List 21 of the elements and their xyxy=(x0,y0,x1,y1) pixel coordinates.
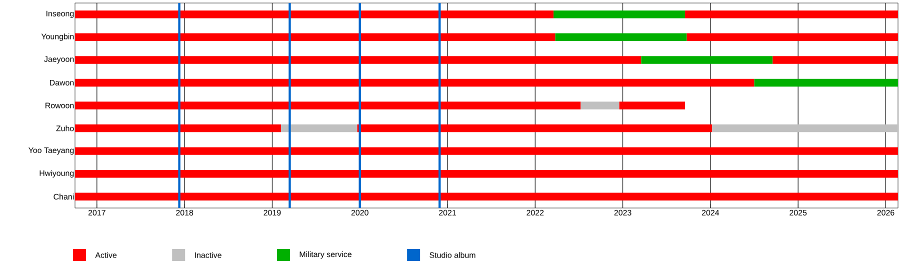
bar xyxy=(75,170,898,178)
bar xyxy=(641,56,773,64)
bar xyxy=(75,102,581,110)
bar xyxy=(75,124,281,132)
bar xyxy=(554,10,686,18)
bar xyxy=(685,10,898,18)
bar xyxy=(280,124,358,132)
bar xyxy=(75,147,898,155)
bar xyxy=(357,124,712,132)
bar xyxy=(619,102,686,110)
bar xyxy=(686,33,898,42)
bar xyxy=(75,192,898,200)
bar xyxy=(580,102,620,110)
bar xyxy=(772,56,898,64)
bar xyxy=(712,124,898,132)
bar xyxy=(754,78,898,87)
bar xyxy=(75,56,642,64)
bar xyxy=(75,33,556,42)
bar xyxy=(555,33,687,42)
bar xyxy=(75,10,554,18)
bar xyxy=(75,78,754,87)
